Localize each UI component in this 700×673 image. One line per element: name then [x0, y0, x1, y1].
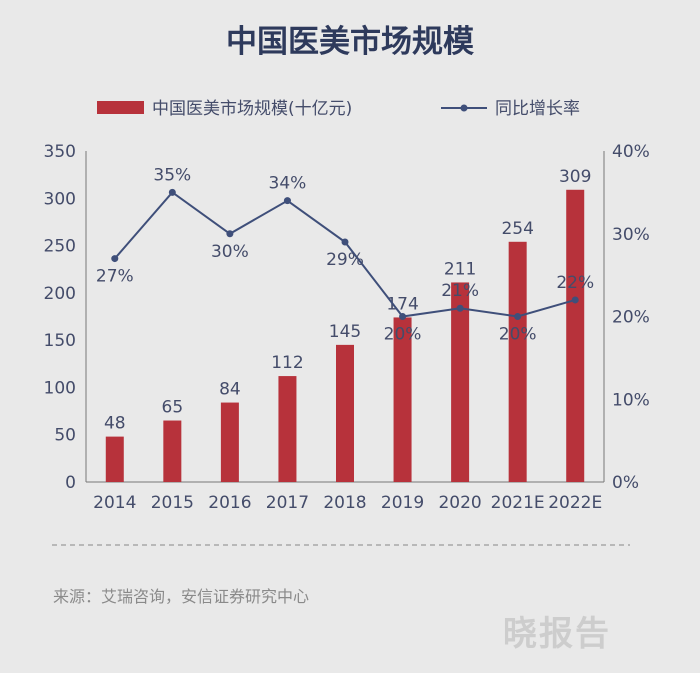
- growth-labels: 27% 35% 30% 34% 29% 20% 21% 20% 22%: [96, 165, 594, 344]
- bar-value-label: 309: [559, 167, 591, 187]
- growth-point: [571, 296, 579, 304]
- bar: [451, 282, 470, 482]
- right-tick-label: 0%: [612, 473, 639, 493]
- growth-point: [283, 197, 291, 205]
- growth-value-label: 22%: [556, 273, 594, 293]
- growth-value-label: 29%: [326, 250, 364, 270]
- left-tick-label: 50: [54, 426, 76, 446]
- bar-value-label: 174: [386, 294, 418, 314]
- left-tick-label: 350: [44, 142, 76, 162]
- growth-point: [168, 188, 176, 196]
- right-tick-label: 40%: [612, 142, 650, 162]
- watermark: 晓报告: [503, 614, 611, 654]
- bar: [508, 241, 527, 482]
- legend: 中国医美市场规模(十亿元) 同比增长率: [97, 99, 580, 119]
- legend-bar-swatch: [97, 101, 144, 114]
- x-tick-label: 2017: [266, 493, 309, 513]
- x-tick-label: 2018: [323, 493, 366, 513]
- bar-value-label: 112: [271, 353, 303, 373]
- right-tick-label: 30%: [612, 225, 650, 245]
- bar-value-label: 65: [162, 398, 184, 418]
- right-tick-label: 10%: [612, 390, 650, 410]
- growth-value-label: 27%: [96, 267, 134, 287]
- bar: [566, 189, 585, 482]
- bars: [105, 189, 585, 482]
- growth-point: [111, 255, 119, 263]
- source-note: 来源：艾瑞咨询，安信证券研究中心: [53, 587, 310, 606]
- growth-point: [341, 238, 349, 246]
- growth-line: [111, 188, 579, 320]
- growth-point: [399, 313, 407, 320]
- growth-value-label: 30%: [211, 242, 249, 262]
- bar: [393, 317, 412, 482]
- left-tick-label: 100: [44, 378, 76, 398]
- growth-value-label: 21%: [441, 281, 479, 301]
- growth-value-label: 20%: [499, 325, 537, 345]
- bar: [336, 344, 354, 482]
- growth-value-label: 34%: [269, 174, 307, 194]
- right-tick-label: 20%: [612, 308, 650, 328]
- x-tick-label: 2015: [151, 493, 194, 513]
- legend-bar-label: 中国医美市场规模(十亿元): [152, 99, 352, 119]
- growth-point: [514, 313, 522, 320]
- legend-line-marker: [460, 104, 468, 112]
- growth-point: [456, 304, 464, 312]
- bar-labels: 48 65 84 112 145 174 211 254 309: [104, 167, 591, 434]
- bar: [278, 376, 297, 482]
- bar: [220, 402, 239, 482]
- bar-value-label: 48: [104, 414, 126, 434]
- legend-line-label: 同比增长率: [495, 99, 580, 119]
- left-tick-label: 200: [44, 284, 76, 304]
- left-tick-label: 0: [65, 473, 76, 493]
- bar-value-label: 145: [329, 322, 361, 342]
- growth-value-label: 20%: [384, 325, 422, 345]
- x-tick-label: 2014: [93, 493, 136, 513]
- left-tick-label: 150: [44, 331, 76, 351]
- bar-value-label: 211: [444, 259, 476, 279]
- chart-title: 中国医美市场规模: [226, 24, 474, 60]
- x-tick-label: 2016: [208, 493, 251, 513]
- axes: 0 50 100 150 200 250 300 350 0% 10% 20% 30% 40% 2014 2…: [44, 142, 650, 513]
- bar-value-label: 84: [219, 380, 241, 400]
- growth-point: [226, 230, 234, 238]
- x-tick-label: 2020: [438, 493, 481, 513]
- x-tick-label: 2019: [381, 493, 424, 513]
- x-tick-label: 2022E: [548, 493, 602, 513]
- bar: [163, 420, 182, 482]
- growth-value-label: 35%: [153, 165, 191, 185]
- bar: [105, 436, 124, 482]
- bar-value-label: 254: [501, 219, 533, 239]
- left-tick-label: 300: [44, 189, 76, 209]
- left-tick-label: 250: [44, 237, 76, 257]
- x-tick-label: 2021E: [491, 493, 545, 513]
